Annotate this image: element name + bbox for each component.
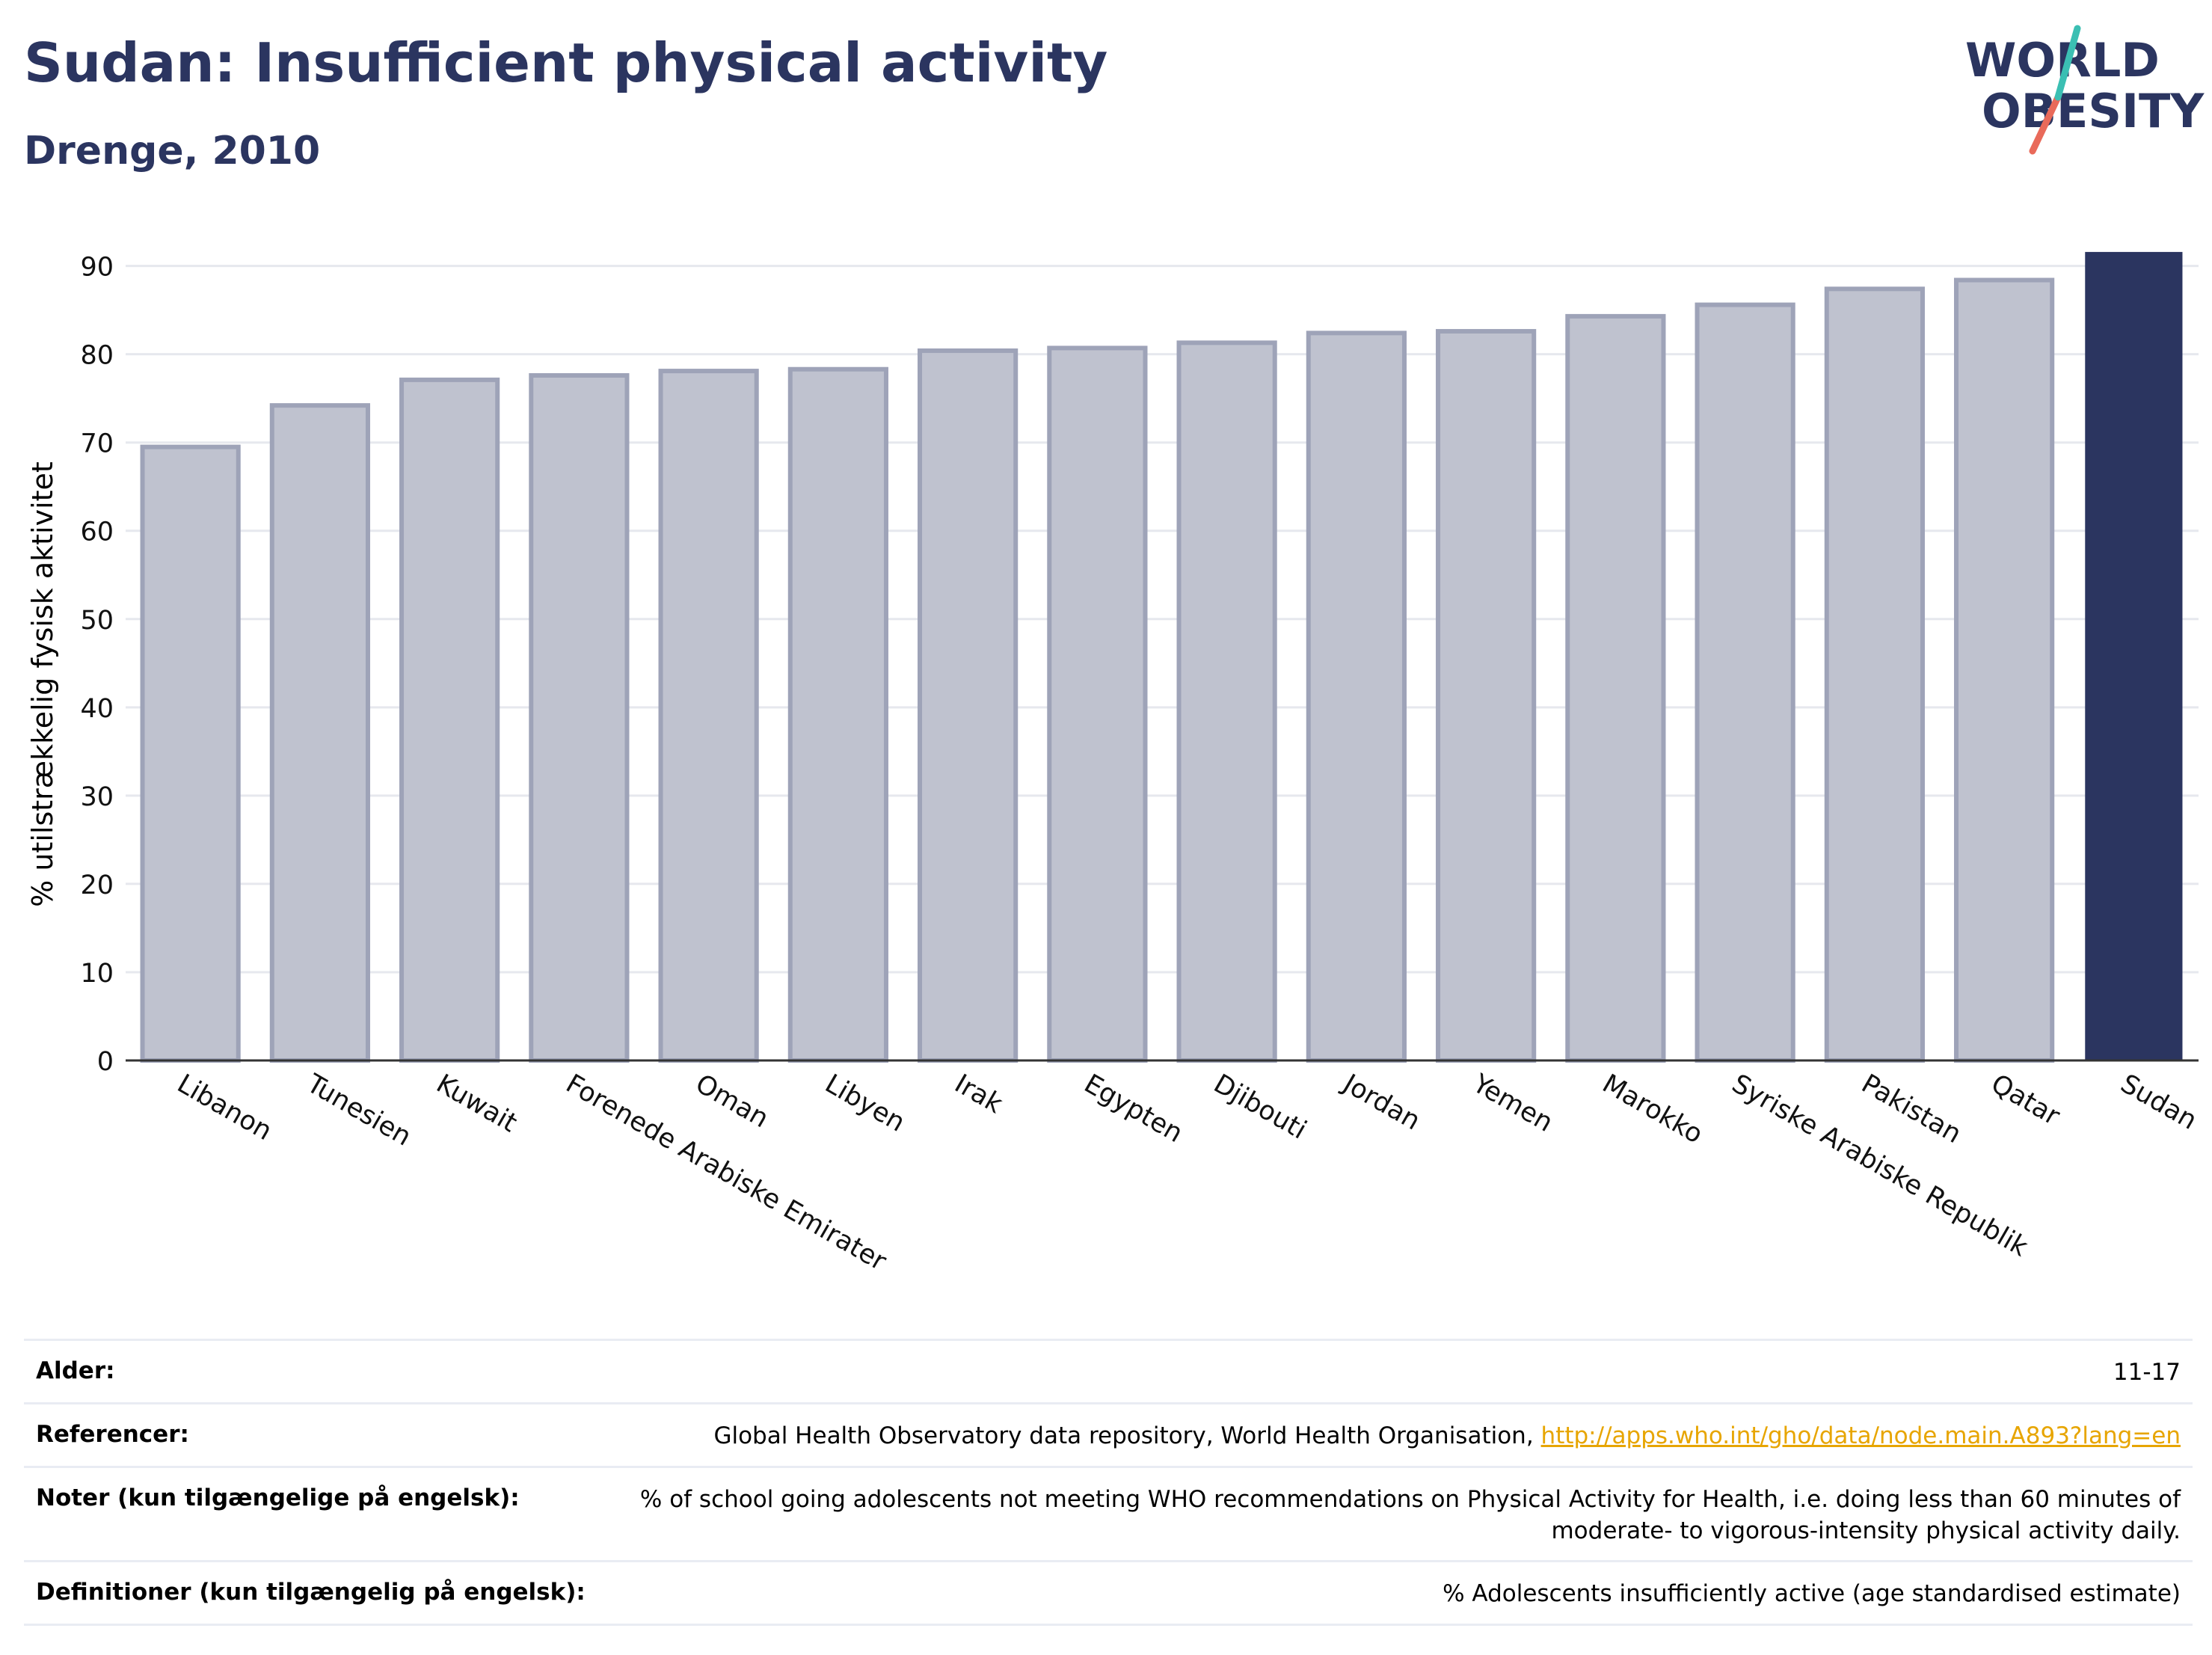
bar-kuwait[interactable] bbox=[399, 377, 500, 1063]
references-value: Global Health Observatory data repositor… bbox=[713, 1421, 2181, 1452]
x-tick-label: Kuwait bbox=[431, 1069, 522, 1138]
x-tick-label: Marokko bbox=[1597, 1069, 1708, 1149]
x-tick-label: Pakistan bbox=[1856, 1069, 1966, 1149]
bar-pakistan[interactable] bbox=[1824, 286, 1925, 1063]
bar-djibouti[interactable] bbox=[1176, 340, 1277, 1063]
meta-row-definitions: Definitioner (kun tilgængelig på engelsk… bbox=[24, 1560, 2193, 1627]
x-tick-label: Jordan bbox=[1337, 1068, 1425, 1136]
x-tick-labels: Libanon Tunesien Kuwait Forenede Arabiske E… bbox=[172, 1068, 2202, 1277]
x-tick-label: Yemen bbox=[1467, 1069, 1558, 1138]
bar-yemen[interactable] bbox=[1436, 328, 1537, 1063]
bar-chart: 0 10 20 30 40 50 60 70 80 90 Libanon Tunesien Kuwai… bbox=[26, 251, 2202, 1277]
chart-subtitle: Drenge, 2010 bbox=[24, 129, 321, 174]
notes-label: Noter (kun tilgængelige på engelsk): bbox=[36, 1484, 520, 1511]
logo-slash-teal bbox=[2054, 25, 2081, 101]
y-tick-label: 60 bbox=[80, 518, 114, 547]
x-tick-label: Libanon bbox=[172, 1069, 277, 1146]
meta-row-references: Referencer: Global Health Observatory da… bbox=[24, 1401, 2193, 1466]
world-obesity-logo[interactable]: WORLD OBESITY bbox=[1952, 22, 2206, 157]
x-tick-label: Oman bbox=[690, 1069, 773, 1134]
definitions-value: % Adolescents insufficiently active (age… bbox=[1443, 1580, 2181, 1608]
y-tick-label: 80 bbox=[80, 341, 114, 371]
age-label: Alder: bbox=[36, 1357, 115, 1384]
bar-libyen[interactable] bbox=[787, 366, 888, 1063]
notes-value: % of school going adolescents not meetin… bbox=[639, 1485, 2181, 1544]
y-axis-label: % utilstrækkelig fysisk aktivitet bbox=[26, 461, 59, 907]
meta-row-age: Alder: 11-17 bbox=[24, 1339, 2193, 1402]
age-value: 11-17 bbox=[2113, 1359, 2181, 1386]
references-text: Global Health Observatory data repositor… bbox=[713, 1422, 1541, 1449]
bar-libanon[interactable] bbox=[140, 444, 241, 1063]
bar-marokko[interactable] bbox=[1565, 313, 1666, 1063]
y-tick-label: 90 bbox=[80, 253, 114, 283]
bar-tunesien[interactable] bbox=[269, 403, 370, 1063]
y-tick-label: 10 bbox=[80, 959, 114, 989]
logo-slash-coral bbox=[2029, 93, 2062, 155]
bar-jordan[interactable] bbox=[1306, 331, 1407, 1063]
y-tick-label: 20 bbox=[80, 871, 114, 900]
bar-egypten[interactable] bbox=[1047, 346, 1148, 1063]
metadata-table: Alder: 11-17 Referencer: Global Health O… bbox=[24, 1339, 2193, 1627]
x-tick-label: Libyen bbox=[820, 1069, 909, 1138]
x-tick-label: Irak bbox=[950, 1069, 1008, 1120]
y-tick-labels: 0 10 20 30 40 50 60 70 80 90 bbox=[80, 253, 114, 1077]
meta-row-notes: Noter (kun tilgængelige på engelsk): % o… bbox=[24, 1465, 2193, 1561]
x-tick-label: Tunesien bbox=[301, 1069, 417, 1152]
y-tick-label: 50 bbox=[80, 606, 114, 636]
chart-title: Sudan: Insufficient physical activity bbox=[24, 31, 1108, 94]
references-link[interactable]: http://apps.who.int/gho/data/node.main.A… bbox=[1540, 1422, 2181, 1449]
definitions-label: Definitioner (kun tilgængelig på engelsk… bbox=[36, 1579, 586, 1606]
bar-irak[interactable] bbox=[918, 348, 1019, 1063]
y-tick-label: 70 bbox=[80, 429, 114, 459]
bar-syriske-arabiske-republik[interactable] bbox=[1695, 302, 1795, 1063]
bar-forenede-arabiske-emirater[interactable] bbox=[529, 372, 630, 1063]
x-tick-label: Sudan bbox=[2116, 1069, 2202, 1136]
y-tick-label: 30 bbox=[80, 782, 114, 812]
bars bbox=[140, 251, 2183, 1063]
x-tick-label: Djibouti bbox=[1208, 1069, 1311, 1145]
logo-line2: OBESITY bbox=[1982, 84, 2205, 138]
bar-sudan[interactable] bbox=[2085, 251, 2183, 1061]
x-tick-label: Qatar bbox=[1986, 1069, 2065, 1132]
bar-oman[interactable] bbox=[658, 369, 759, 1063]
x-tick-label: Egypten bbox=[1079, 1069, 1188, 1149]
references-label: Referencer: bbox=[36, 1420, 189, 1448]
bar-qatar[interactable] bbox=[1954, 277, 2055, 1063]
y-tick-label: 40 bbox=[80, 694, 114, 724]
y-tick-label: 0 bbox=[97, 1047, 114, 1077]
